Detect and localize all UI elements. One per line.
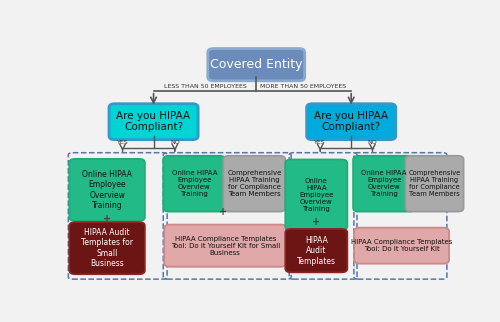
Text: NO: NO <box>170 140 180 145</box>
FancyBboxPatch shape <box>70 159 145 221</box>
Text: Online HIPAA
Employee
Overview
Training: Online HIPAA Employee Overview Training <box>362 170 407 197</box>
Text: Online
HIPAA
Employee
Overview
Training: Online HIPAA Employee Overview Training <box>299 178 334 212</box>
Text: +: + <box>103 214 111 224</box>
Text: +: + <box>312 217 320 227</box>
Text: Online HIPAA
Employee
Overview
Training: Online HIPAA Employee Overview Training <box>172 170 217 197</box>
Text: +: + <box>219 207 228 217</box>
FancyBboxPatch shape <box>70 222 145 274</box>
FancyBboxPatch shape <box>286 159 348 230</box>
FancyBboxPatch shape <box>224 156 286 212</box>
Text: Comprehensive
HIPAA Training
for Compliance
Team Members: Comprehensive HIPAA Training for Complia… <box>408 170 461 197</box>
Text: Are you HIPAA
Compliant?: Are you HIPAA Compliant? <box>116 111 190 132</box>
FancyBboxPatch shape <box>163 156 226 212</box>
FancyBboxPatch shape <box>406 156 464 212</box>
Text: HIPAA Audit
Templates for
Small
Business: HIPAA Audit Templates for Small Business <box>81 228 133 268</box>
Text: MORE THAN 50 EMPLOYEES: MORE THAN 50 EMPLOYEES <box>260 84 346 90</box>
Text: NO: NO <box>368 140 378 145</box>
FancyBboxPatch shape <box>286 229 348 272</box>
Text: Comprehensive
HIPAA Training
for Compliance
Team Members: Comprehensive HIPAA Training for Complia… <box>227 170 281 197</box>
Text: Are you HIPAA
Compliant?: Are you HIPAA Compliant? <box>314 111 388 132</box>
Text: HIPAA Compliance Templates
Tool: Do it Yourself Kit: HIPAA Compliance Templates Tool: Do it Y… <box>351 239 452 252</box>
Text: LESS THAN 50 EMPLOYEES: LESS THAN 50 EMPLOYEES <box>164 84 247 90</box>
FancyBboxPatch shape <box>208 49 304 81</box>
Text: Online HIPAA
Employee
Overview
Training: Online HIPAA Employee Overview Training <box>82 170 132 210</box>
FancyBboxPatch shape <box>354 228 449 264</box>
Text: HIPAA
Audit
Templates: HIPAA Audit Templates <box>297 236 336 266</box>
Text: YES: YES <box>314 140 326 145</box>
FancyBboxPatch shape <box>353 156 415 212</box>
FancyBboxPatch shape <box>306 104 396 140</box>
FancyBboxPatch shape <box>109 104 198 140</box>
FancyBboxPatch shape <box>164 225 286 267</box>
Text: Covered Entity: Covered Entity <box>210 58 302 71</box>
Text: HIPAA Compliance Templates
Tool: Do it Yourself Kit for Small
Business: HIPAA Compliance Templates Tool: Do it Y… <box>170 236 280 256</box>
Text: YES: YES <box>117 140 128 145</box>
